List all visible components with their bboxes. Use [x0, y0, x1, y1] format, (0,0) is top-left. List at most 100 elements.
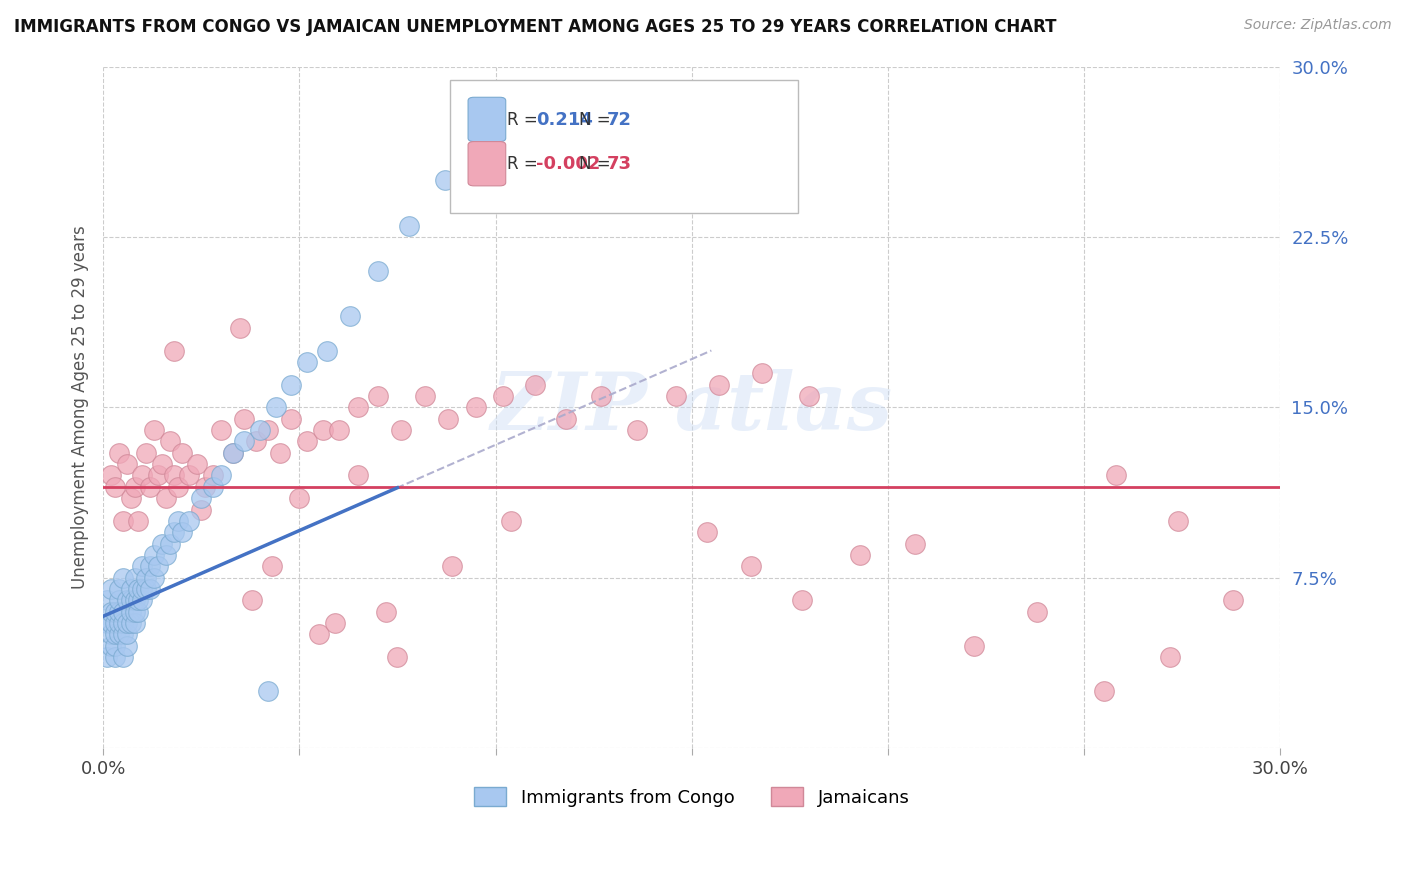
- Point: [124, 616, 146, 631]
- Point: [295, 355, 318, 369]
- Point: [280, 411, 302, 425]
- Point: [135, 446, 157, 460]
- Point: [131, 593, 153, 607]
- Point: [155, 548, 177, 562]
- Point: [108, 627, 131, 641]
- Point: [257, 684, 280, 698]
- Point: [170, 525, 193, 540]
- Point: [269, 446, 291, 460]
- Point: [398, 219, 420, 233]
- Point: [696, 525, 718, 540]
- Point: [139, 480, 162, 494]
- Point: [328, 423, 350, 437]
- Point: [163, 525, 186, 540]
- Point: [100, 616, 122, 631]
- Point: [413, 389, 436, 403]
- Point: [221, 446, 243, 460]
- FancyBboxPatch shape: [468, 97, 506, 142]
- Point: [249, 423, 271, 437]
- Legend: Immigrants from Congo, Jamaicans: Immigrants from Congo, Jamaicans: [467, 780, 917, 814]
- Point: [374, 605, 396, 619]
- Point: [124, 593, 146, 607]
- Text: R =: R =: [508, 155, 543, 173]
- Point: [111, 514, 134, 528]
- Point: [626, 423, 648, 437]
- Y-axis label: Unemployment Among Ages 25 to 29 years: Unemployment Among Ages 25 to 29 years: [72, 226, 89, 590]
- Point: [477, 128, 499, 142]
- Point: [100, 627, 122, 641]
- Point: [155, 491, 177, 505]
- Point: [190, 491, 212, 505]
- Point: [120, 616, 142, 631]
- Point: [96, 593, 118, 607]
- Point: [501, 514, 523, 528]
- Point: [166, 480, 188, 494]
- Point: [209, 423, 232, 437]
- Point: [179, 514, 201, 528]
- Point: [127, 514, 149, 528]
- Point: [790, 593, 813, 607]
- Point: [190, 502, 212, 516]
- Point: [146, 559, 169, 574]
- Point: [120, 605, 142, 619]
- Point: [555, 411, 578, 425]
- Point: [111, 571, 134, 585]
- Point: [108, 605, 131, 619]
- Point: [1222, 593, 1244, 607]
- Point: [100, 605, 122, 619]
- Point: [127, 593, 149, 607]
- Point: [280, 377, 302, 392]
- Point: [104, 627, 127, 641]
- Point: [115, 639, 138, 653]
- Point: [159, 536, 181, 550]
- Point: [233, 434, 256, 449]
- Point: [245, 434, 267, 449]
- FancyBboxPatch shape: [450, 80, 797, 213]
- Point: [104, 480, 127, 494]
- Point: [159, 434, 181, 449]
- Point: [1092, 684, 1115, 698]
- Point: [104, 650, 127, 665]
- Point: [111, 650, 134, 665]
- Point: [709, 377, 731, 392]
- Point: [115, 627, 138, 641]
- Point: [339, 310, 361, 324]
- Point: [111, 616, 134, 631]
- Point: [143, 423, 166, 437]
- Point: [323, 616, 346, 631]
- Point: [96, 616, 118, 631]
- Point: [100, 639, 122, 653]
- Point: [367, 264, 389, 278]
- Point: [111, 627, 134, 641]
- Point: [124, 480, 146, 494]
- Point: [233, 411, 256, 425]
- Point: [437, 411, 460, 425]
- Point: [150, 457, 173, 471]
- Text: N =: N =: [579, 111, 616, 128]
- Point: [115, 593, 138, 607]
- Point: [131, 582, 153, 596]
- Point: [751, 366, 773, 380]
- Point: [96, 650, 118, 665]
- Point: [229, 321, 252, 335]
- Point: [100, 468, 122, 483]
- Text: Source: ZipAtlas.com: Source: ZipAtlas.com: [1244, 18, 1392, 32]
- Point: [201, 480, 224, 494]
- Point: [194, 480, 217, 494]
- Point: [143, 548, 166, 562]
- Point: [1159, 650, 1181, 665]
- Point: [104, 616, 127, 631]
- FancyBboxPatch shape: [468, 142, 506, 186]
- Text: IMMIGRANTS FROM CONGO VS JAMAICAN UNEMPLOYMENT AMONG AGES 25 TO 29 YEARS CORRELA: IMMIGRANTS FROM CONGO VS JAMAICAN UNEMPL…: [14, 18, 1056, 36]
- Point: [170, 446, 193, 460]
- Point: [124, 605, 146, 619]
- Point: [120, 593, 142, 607]
- Point: [124, 571, 146, 585]
- Point: [260, 559, 283, 574]
- Point: [665, 389, 688, 403]
- Point: [591, 389, 613, 403]
- Point: [264, 401, 287, 415]
- Point: [221, 446, 243, 460]
- Point: [108, 446, 131, 460]
- Point: [127, 582, 149, 596]
